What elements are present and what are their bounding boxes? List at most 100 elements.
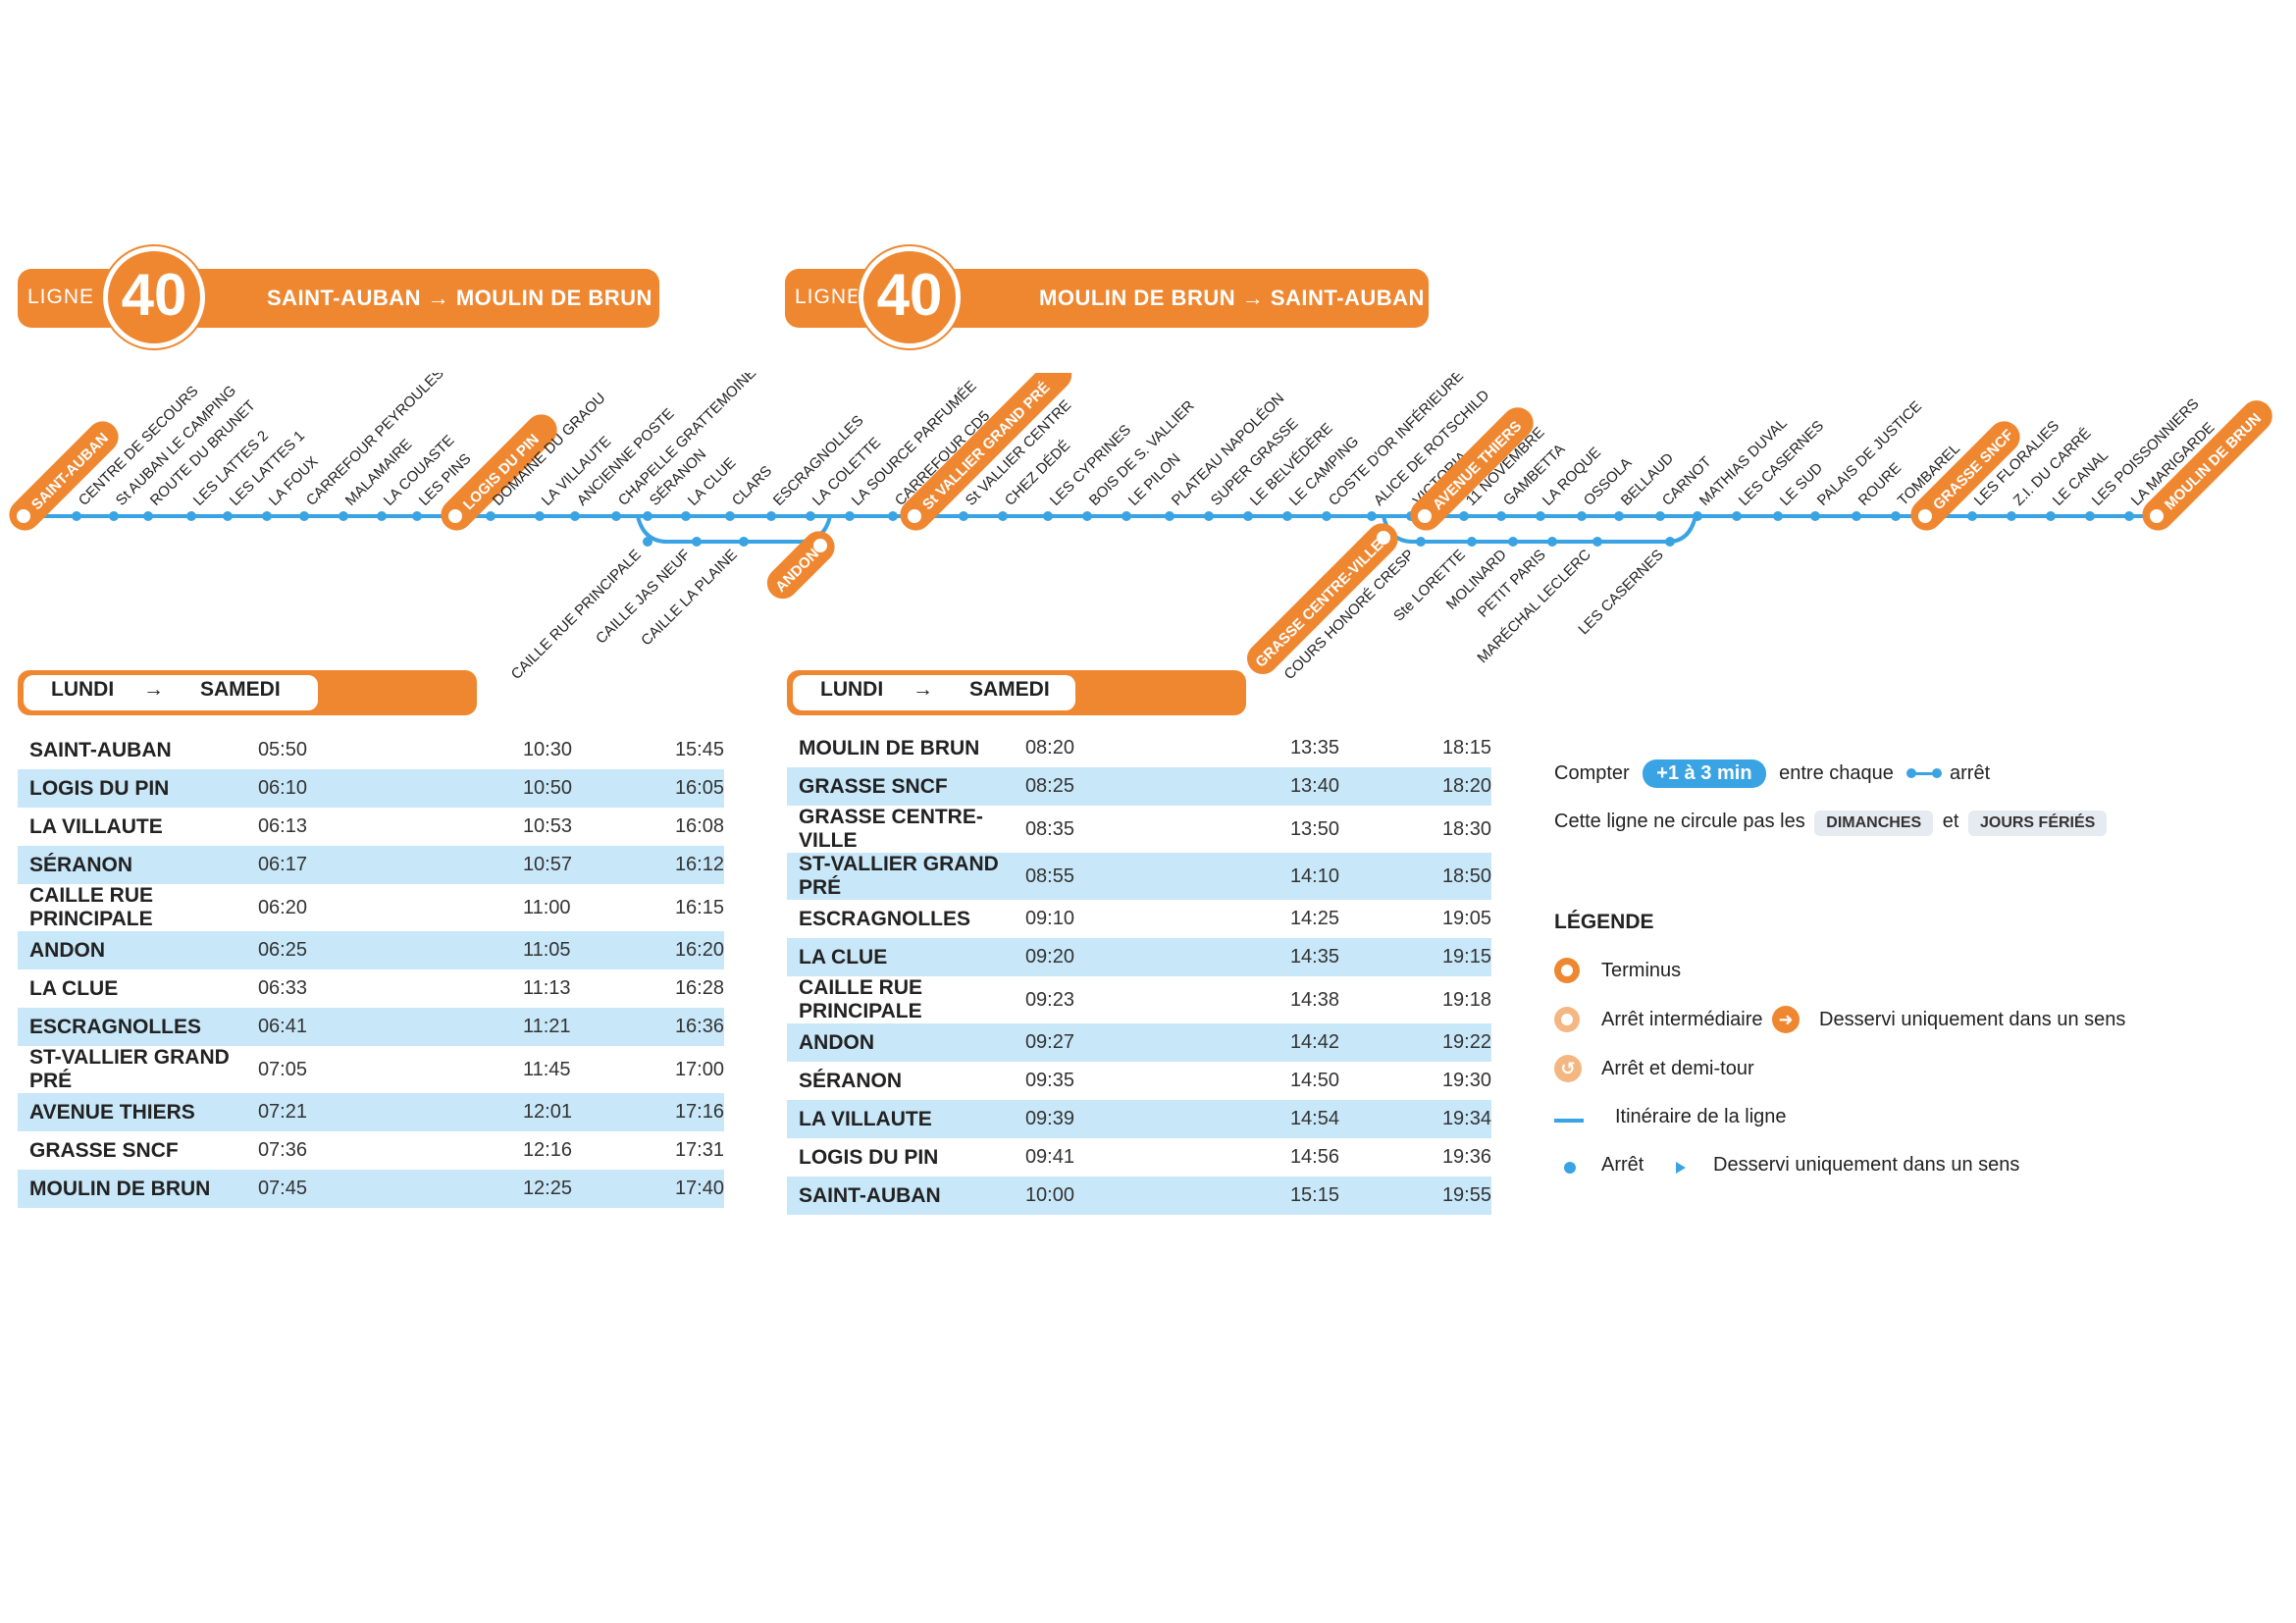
stop-dot: [109, 511, 119, 521]
stop-dot: [1693, 511, 1702, 521]
day-arrow: →: [143, 678, 164, 701]
departure-time: 16:36: [674, 1008, 724, 1046]
stop-name: LOGIS DU PIN: [18, 769, 258, 808]
compter-note: Compter +1 à 3 min entre chaque arrêt: [1554, 759, 1990, 788]
stop-name: LA VILLAUTE: [787, 1100, 1025, 1138]
stop-dot: [535, 511, 545, 521]
departure-time: 08:55: [1024, 853, 1290, 900]
departure-time: 14:38: [1289, 988, 1339, 1011]
legend-itineraire: Itinéraire de la ligne: [1615, 1106, 1787, 1127]
timetable-left: SAINT-AUBAN 05:50 10:30 15:45 LOGIS DU PIN 06…: [18, 731, 724, 1208]
stop-dot: [1536, 511, 1545, 521]
stop-dot: [1282, 511, 1292, 521]
stop-dot: [1732, 511, 1742, 521]
legend-terminus: Terminus: [1601, 960, 1682, 981]
dimanches-badge: DIMANCHES: [1814, 811, 1934, 836]
stop-dot: [959, 511, 968, 521]
stop-name: ST-VALLIER GRAND PRÉ: [29, 1046, 230, 1092]
table-row: ANDON 09:27 14:42 19:22: [787, 1023, 1491, 1062]
branch-andon-line: [636, 515, 832, 544]
departure-time: 07:45: [257, 1170, 523, 1208]
table-row: ESCRAGNOLLES 06:41 11:21 16:36: [18, 1008, 724, 1046]
stop-dot: [486, 511, 496, 521]
departure-time: 08:20: [1024, 737, 1074, 759]
departure-time: 13:50: [1289, 817, 1339, 840]
departure-time: 16:12: [674, 846, 724, 884]
departure-time: 16:05: [674, 769, 724, 808]
stop-name: SAINT-AUBAN: [787, 1177, 1025, 1215]
departure-time: 06:13: [257, 815, 307, 837]
table-row: ST-VALLIER GRAND PRÉ 08:55 14:10 18:50: [787, 853, 1491, 900]
departure-time: 19:05: [1441, 908, 1491, 929]
departure-time: 14:25: [1289, 908, 1339, 929]
departure-time: 19:30: [1441, 1070, 1491, 1091]
stop-dot: [1810, 511, 1820, 521]
departure-time: 06:33: [257, 977, 307, 999]
stop-dot: [1891, 511, 1901, 521]
departure-time: 12:16: [522, 1139, 572, 1161]
stop-dot: [681, 511, 691, 521]
departure-time: 14:56: [1289, 1146, 1339, 1168]
table-row: SÉRANON 09:35 14:50 19:30: [787, 1062, 1491, 1100]
stop-dot-icon: [1564, 1162, 1576, 1174]
departure-time: 06:25: [257, 931, 523, 969]
timetable-right: MOULIN DE BRUN 08:20 13:35 18:15 GRASSE SNCF…: [787, 729, 1491, 1215]
stop-name: CAILLE RUE PRINCIPALE: [799, 976, 922, 1022]
stop-dot: [1665, 537, 1675, 547]
day-to: SAMEDI: [969, 678, 1050, 701]
departure-time: 14:54: [1289, 1100, 1442, 1138]
stop-dot: [1043, 511, 1053, 521]
departure-time: 07:21: [257, 1093, 523, 1131]
departure-time: 06:20: [257, 896, 307, 918]
departure-time: 09:10: [1024, 908, 1074, 929]
departure-time: 11:00: [522, 896, 571, 918]
departure-time: 12:01: [522, 1093, 675, 1131]
departure-time: 10:00: [1024, 1177, 1290, 1215]
table-row: ANDON 06:25 11:05 16:20: [18, 931, 724, 969]
stop-name: ST-VALLIER GRAND PRÉ: [787, 853, 1025, 900]
departure-time: 16:28: [674, 977, 724, 999]
departure-time: 18:15: [1441, 737, 1491, 759]
stop-dot: [262, 511, 272, 521]
stop-dot: [1165, 511, 1174, 521]
table-row: SAINT-AUBAN 10:00 15:15 19:55: [787, 1177, 1491, 1215]
no-service-note: Cette ligne ne circule pas les DIMANCHES…: [1554, 811, 2108, 836]
stop-dot: [2046, 511, 2056, 521]
departure-time: 10:53: [522, 815, 572, 837]
stop-dot: [1243, 511, 1253, 521]
departure-time: 18:30: [1441, 817, 1491, 840]
table-row: LA VILLAUTE 09:39 14:54 19:34: [787, 1100, 1491, 1138]
table-row: ST-VALLIER GRAND PRÉ 07:05 11:45 17:00: [18, 1046, 724, 1093]
stop-name: SÉRANON: [799, 1069, 903, 1092]
departure-time: 06:10: [257, 769, 523, 808]
stop-dot: [1655, 511, 1665, 521]
stop-dot: [299, 511, 309, 521]
stop-dot: [739, 537, 749, 547]
table-row: LA VILLAUTE 06:13 10:53 16:08: [18, 808, 724, 846]
stop-dot: [692, 537, 702, 547]
stop-dot: [339, 511, 348, 521]
stop-name: MOULIN DE BRUN: [799, 736, 980, 759]
departure-time: 10:57: [522, 846, 675, 884]
departure-time: 15:15: [1289, 1177, 1442, 1215]
stop-name: LA VILLAUTE: [29, 814, 163, 838]
stop-name: GRASSE SNCF: [29, 1138, 179, 1162]
departure-time: 07:36: [257, 1139, 307, 1161]
stop-dot: [1322, 511, 1331, 521]
header-banner-right: LIGNE 40 MOULIN DE BRUN → SAINT-AUBAN: [785, 246, 1429, 348]
legend-title: LÉGENDE: [1554, 911, 1654, 933]
departure-time: 17:16: [674, 1093, 724, 1131]
departure-time: 16:15: [674, 896, 724, 918]
departure-time: 11:45: [522, 1058, 571, 1080]
legend-demi-tour: Arrêt et demi-tour: [1601, 1058, 1754, 1079]
departure-time: 19:15: [1441, 938, 1491, 976]
time-increment-pill: +1 à 3 min: [1643, 759, 1766, 788]
table-row: SÉRANON 06:17 10:57 16:12: [18, 846, 724, 884]
line-number: 40: [121, 262, 187, 328]
departure-time: 10:30: [522, 739, 572, 760]
stop-name: AVENUE THIERS: [18, 1093, 258, 1131]
departure-time: 14:50: [1289, 1070, 1339, 1091]
stop-name: SÉRANON: [18, 846, 258, 884]
stop-dot: [1508, 537, 1518, 547]
departure-time: 10:50: [522, 769, 675, 808]
